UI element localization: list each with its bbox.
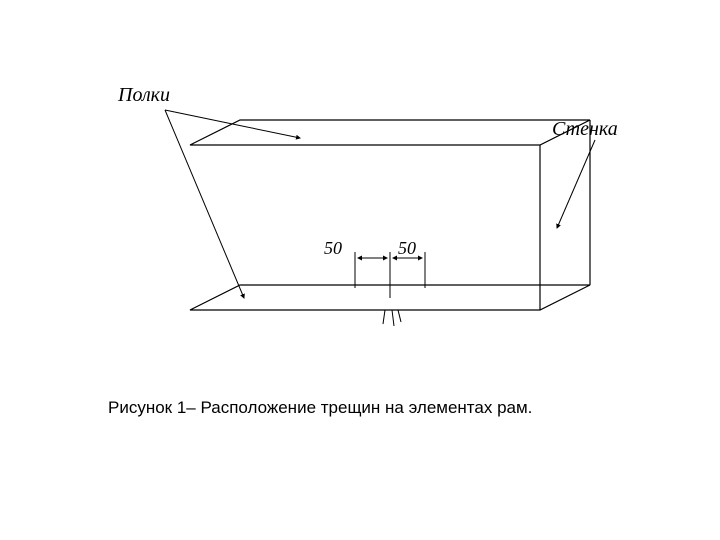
dim-left: 50	[324, 238, 342, 259]
top-flange	[190, 120, 590, 145]
stenka-leader	[557, 140, 595, 228]
cracks	[383, 282, 401, 326]
dimension-50-left	[355, 252, 390, 288]
label-stenka: Стенка	[552, 118, 618, 141]
label-polki: Полки	[118, 84, 170, 107]
diagram-container: Полки Стенка 50 50 Рисунок 1– Расположен…	[0, 0, 720, 540]
dim-right: 50	[398, 238, 416, 259]
figure-caption: Рисунок 1– Расположение трещин на элемен…	[108, 398, 532, 418]
web	[540, 120, 590, 310]
diagram-svg	[0, 0, 720, 540]
polki-leader	[165, 110, 300, 298]
